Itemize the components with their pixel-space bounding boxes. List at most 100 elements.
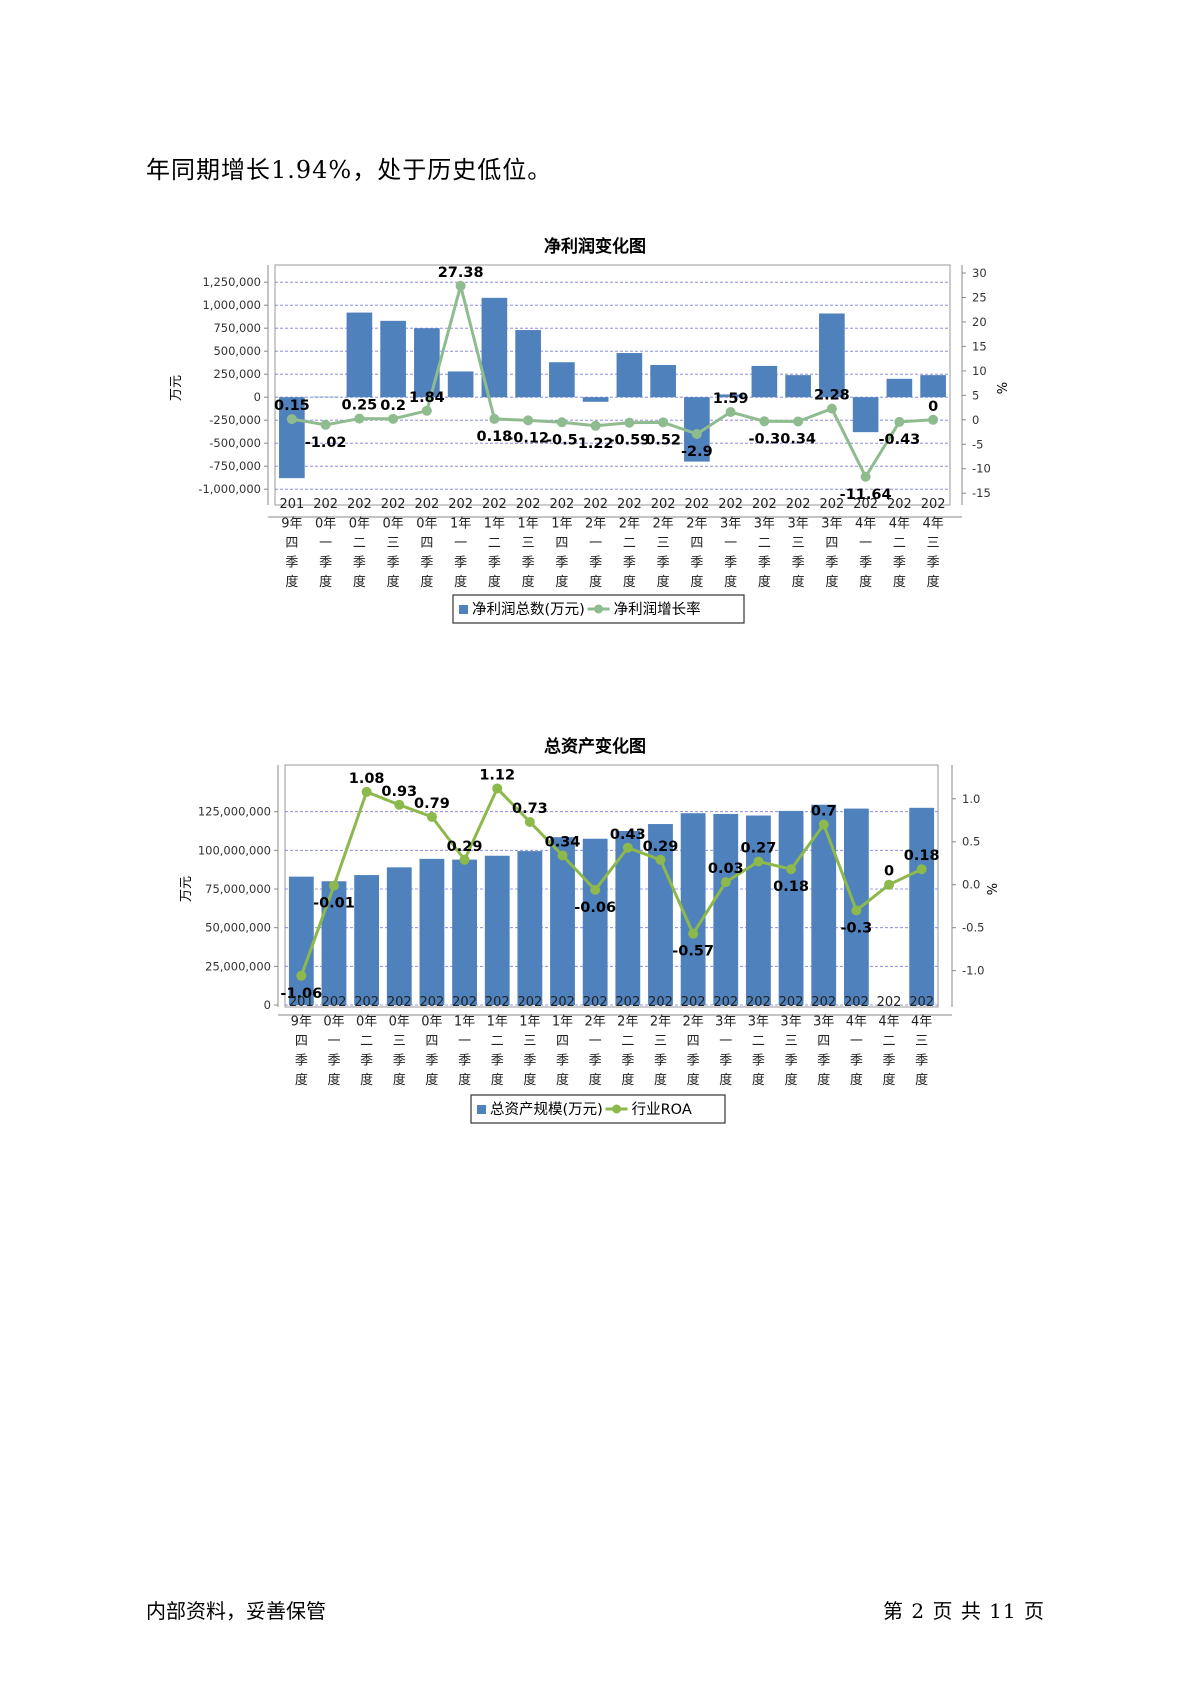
data-label: 0.15: [274, 398, 310, 414]
x-tick-label: 3年: [715, 1015, 736, 1030]
x-tick-label: 3年: [720, 517, 741, 532]
data-label: 0.93: [381, 784, 417, 800]
x-tick-label: 0年: [349, 517, 370, 532]
x-tick-label: 一: [458, 1034, 471, 1049]
x-tick-label: 202: [387, 995, 412, 1010]
x-tick-label: 季: [319, 556, 332, 571]
y2-tick-label: 5: [972, 388, 979, 402]
x-tick-label: 度: [327, 1072, 340, 1088]
y-tick-label: 100,000,000: [198, 843, 271, 857]
data-label: 0.25: [341, 398, 377, 414]
line-point: [388, 413, 399, 424]
line-point: [286, 414, 297, 425]
total-assets-chart-svg: 总资产变化图 125,000,000 100,000,000 75,000,000 50…: [179, 736, 1001, 1124]
x-tick-label: 度: [927, 574, 940, 590]
data-label: 1.84: [409, 390, 445, 406]
x-tick-label: 202: [550, 995, 575, 1010]
bar: [616, 353, 643, 398]
x-tick-label: 202: [651, 497, 676, 512]
line-point: [691, 429, 702, 439]
x-tick-label: 季: [792, 556, 805, 571]
x-tick-label: 季: [623, 556, 636, 571]
bar: [419, 858, 445, 1005]
x-tick-label: 季: [893, 556, 906, 571]
x-tick-label: 度: [792, 574, 805, 590]
bar: [717, 394, 744, 398]
x-tick-label: 201: [289, 995, 314, 1010]
line-point: [361, 786, 372, 797]
bar: [288, 876, 314, 1005]
x-tick-label: 2年: [585, 517, 606, 532]
x-tick-label: 二: [491, 1034, 504, 1049]
bar: [886, 378, 913, 398]
x-tick-label: 三: [927, 536, 940, 551]
data-label: -0.57: [672, 944, 714, 960]
x-tick-label: 度: [621, 1072, 634, 1088]
y2-axis-title: %: [996, 382, 1011, 394]
x-tick-label: 202: [819, 497, 844, 512]
bar: [550, 837, 575, 1005]
line-point: [655, 854, 666, 865]
line-point: [455, 280, 466, 291]
legend-swatch-bar: [459, 605, 468, 614]
net-profit-chart: 净利润变化图 1,250,000 1,000,000 750,000 500,000 25…: [0, 225, 1191, 685]
x-tick-label: 202: [517, 995, 542, 1010]
line-point: [320, 419, 331, 430]
x-tick-label: 3年: [754, 517, 775, 532]
x-tick-label: 度: [488, 574, 501, 590]
x-tick-label: 度: [454, 574, 467, 590]
x-tick-label: 一: [589, 536, 602, 551]
x-tick-label: 202: [313, 497, 338, 512]
x-tick-label: 一: [850, 1034, 863, 1049]
x-tick-label: 度: [724, 574, 737, 590]
x-tick-label: 9年: [281, 517, 302, 532]
x-tick-label: 202: [583, 497, 608, 512]
bar: [484, 855, 510, 1005]
data-label: 2.28: [814, 388, 850, 404]
x-tick-label: 度: [353, 574, 366, 590]
x-tick-label: 4年: [846, 1015, 867, 1030]
line-point: [786, 864, 797, 875]
legend-swatch-point: [594, 604, 604, 614]
x-tick-label: 4年: [878, 1015, 899, 1030]
x-tick-label: 季: [523, 1054, 536, 1069]
data-label: 0.2: [380, 398, 406, 414]
y-tick-label: 0: [254, 390, 261, 404]
bar: [346, 312, 373, 398]
x-tick-label: 季: [752, 1054, 765, 1069]
x-tick-label: 二: [623, 536, 636, 551]
x-tick-label: 202: [448, 497, 473, 512]
line-point: [624, 417, 635, 428]
x-tick-label: 季: [719, 1054, 732, 1069]
bar: [452, 859, 477, 1005]
x-tick-label: 二: [621, 1034, 634, 1049]
x-tick-label: 3年: [813, 1015, 834, 1030]
y2-tick-label: 30: [972, 266, 987, 280]
y-tick-label: 75,000,000: [205, 882, 271, 896]
x-tick-label: 202: [516, 497, 541, 512]
x-tick-label: 度: [893, 574, 906, 590]
y2-tick-label: -0.5: [962, 921, 984, 935]
line-point: [524, 816, 535, 827]
x-tick-label: 202: [921, 497, 946, 512]
line-point: [916, 864, 927, 875]
x-tick-label: 202: [414, 497, 439, 512]
bar: [785, 375, 811, 398]
x-tick-label: 二: [758, 536, 771, 551]
line-point: [394, 799, 405, 810]
x-tick-label: 0年: [389, 1015, 410, 1030]
x-tick-label: 202: [381, 497, 406, 512]
line-point: [489, 413, 500, 424]
y-axis-title: 万元: [179, 876, 194, 902]
plot-area: [284, 764, 939, 1008]
x-tick-label: 202: [452, 995, 477, 1010]
y-tick-label: 0: [264, 998, 271, 1012]
x-tick-label: 季: [785, 1054, 798, 1069]
y-tick-label: -250,000: [209, 413, 261, 427]
x-tick-label: 4年: [889, 517, 910, 532]
x-tick-label: 度: [623, 574, 636, 590]
y-tick-label: -750,000: [209, 459, 261, 473]
x-tick-label: 度: [522, 574, 535, 590]
bar: [380, 320, 406, 398]
data-label: 0.34: [780, 431, 816, 447]
